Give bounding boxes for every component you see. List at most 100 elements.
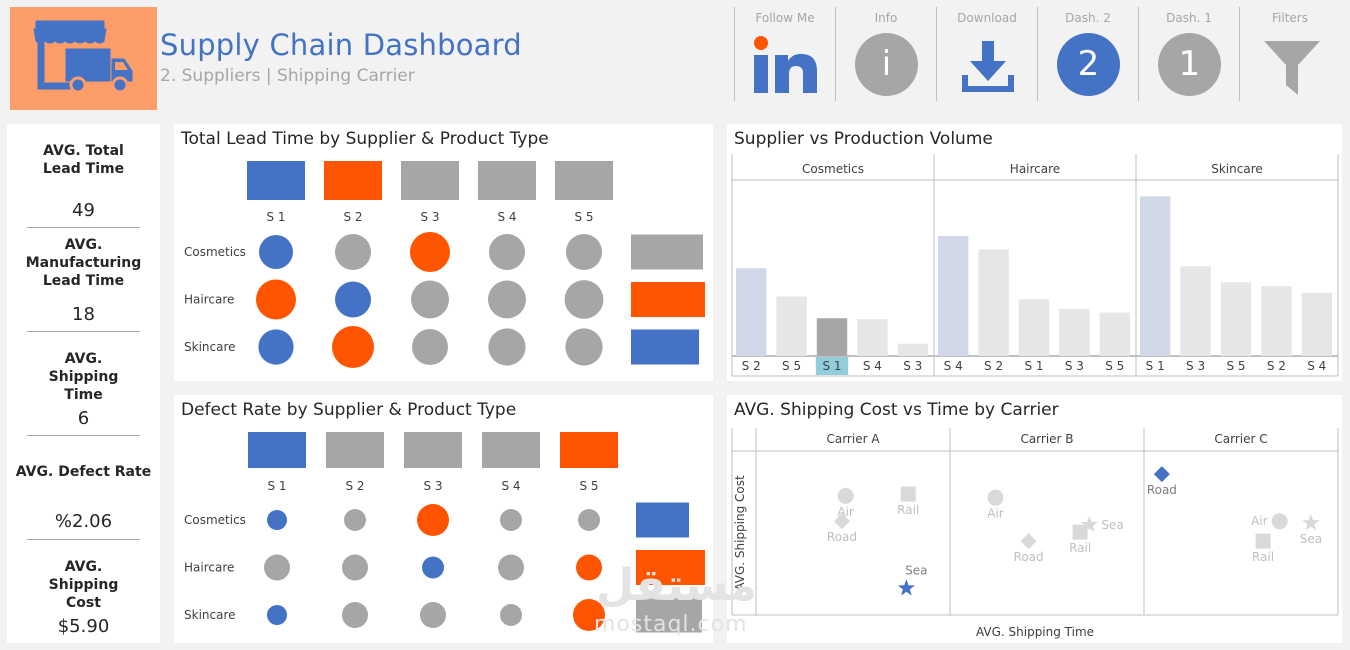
panel-header-label: Carrier B	[1020, 432, 1073, 446]
point-rail	[1255, 533, 1271, 549]
matrix-dot	[342, 554, 368, 581]
x-tick-label: S 4	[1307, 359, 1326, 373]
matrix-dot	[564, 280, 604, 319]
logo	[10, 7, 157, 110]
x-tick-label: S 1	[822, 359, 841, 373]
x-tick-label: S 2	[1267, 359, 1286, 373]
product-label: Skincare	[184, 340, 236, 354]
y-axis-label: AVG. Shipping Cost	[733, 475, 747, 591]
nav-dash-1[interactable]: Dash. 1 1	[1138, 7, 1239, 101]
matrix-dot	[500, 604, 522, 626]
kpi-value: %2.06	[54, 511, 113, 532]
x-tick-label: S 5	[1226, 359, 1245, 373]
supplier-bar-s3	[401, 161, 459, 200]
nav-label: Dash. 2	[1065, 11, 1111, 25]
matrix-dot	[573, 599, 605, 631]
matrix-dot	[335, 234, 371, 270]
panel-header-label: Haircare	[1010, 162, 1060, 176]
x-tick-label: S 5	[1105, 359, 1124, 373]
point-label: Air	[1251, 514, 1268, 528]
supplier-label: S 5	[574, 210, 593, 224]
matrix-dot	[410, 232, 450, 272]
linkedin-icon	[754, 36, 817, 93]
matrix-dot	[342, 602, 368, 628]
point-label: Air	[987, 507, 1004, 521]
matrix-dot	[264, 554, 290, 581]
x-tick-label: S 3	[1065, 359, 1084, 373]
x-tick-label: S 5	[782, 359, 801, 373]
matrix-dot	[267, 510, 287, 530]
matrix-dot	[488, 328, 526, 366]
download-icon	[962, 41, 1014, 92]
matrix-dot	[500, 509, 522, 531]
point-label: Sea	[1300, 532, 1322, 546]
point-sea	[1302, 514, 1320, 531]
bar	[1261, 286, 1292, 356]
filter-icon	[1264, 41, 1320, 95]
bar	[1059, 308, 1090, 356]
matrix-dot	[489, 234, 525, 270]
nav-download[interactable]: Download	[936, 7, 1037, 101]
bar	[897, 343, 928, 356]
x-tick-label: S 4	[863, 359, 882, 373]
point-rail	[1072, 524, 1088, 540]
shipping-cost-title: AVG. Shipping Cost vs Time by Carrier	[734, 400, 1059, 420]
point-label: Road	[827, 530, 857, 544]
bar	[1220, 282, 1252, 356]
matrix-dot	[565, 328, 603, 366]
nav-dash-2[interactable]: Dash. 2 2	[1037, 7, 1138, 101]
kpi-shipping-cost: AVG. Shipping Cost $5.90	[7, 558, 160, 637]
nav-label: Info	[874, 11, 898, 25]
bar	[1140, 196, 1171, 356]
point-label: Road	[1014, 550, 1044, 564]
matrix-dot	[332, 326, 374, 368]
supplier-label: S 1	[267, 479, 286, 493]
bar	[816, 318, 848, 356]
bar	[1018, 299, 1050, 356]
x-tick-label: S 2	[984, 359, 1003, 373]
matrix-dot	[335, 281, 371, 318]
bar	[736, 268, 767, 356]
product-bar-skincare	[636, 597, 702, 633]
point-road	[1153, 466, 1170, 483]
matrix-dot	[488, 280, 526, 319]
nav-info[interactable]: Info i	[835, 7, 936, 101]
watermark-arabic: مستقل	[596, 560, 757, 611]
point-label: Rail	[1252, 550, 1274, 564]
lead-time-title: Total Lead Time by Supplier & Product Ty…	[181, 129, 549, 149]
kpi-shipping-time: AVG. Shipping Time 6	[7, 350, 160, 429]
shipping-cost-panel: AVG. Shipping Cost vs Time by Carrier AV…	[727, 395, 1342, 643]
panel-header-label: Cosmetics	[802, 162, 864, 176]
shipping-cost-chart: AVG. Shipping Cost AVG. Shipping Time Carr…	[731, 428, 1339, 639]
kpi-label: AVG. Manufacturing Lead Time	[25, 237, 142, 289]
x-axis-label: AVG. Shipping Time	[976, 625, 1094, 639]
kpi-manufacturing-lead-time: AVG. Manufacturing Lead Time 18	[7, 236, 160, 325]
x-tick-label: S 1	[1146, 359, 1165, 373]
point-label: Road	[1147, 483, 1177, 497]
production-volume-panel: Supplier vs Production Volume Cosmetics S…	[727, 124, 1342, 381]
defect-rate-title: Defect Rate by Supplier & Product Type	[181, 400, 517, 420]
nav-filters[interactable]: Filters	[1239, 7, 1340, 101]
product-bar-cosmetics	[631, 234, 703, 270]
matrix-dot	[256, 279, 296, 320]
panel-header-label: Carrier A	[826, 432, 880, 446]
supplier-bar-s5	[560, 432, 618, 468]
production-volume-title: Supplier vs Production Volume	[734, 129, 993, 149]
supplier-bar-s5	[555, 161, 613, 200]
matrix-dot	[267, 605, 287, 625]
matrix-dot	[417, 504, 449, 536]
point-label: Sea	[905, 563, 927, 577]
kpi-divider	[27, 435, 140, 436]
page-subtitle: 2. Suppliers | Shipping Carrier	[160, 66, 415, 86]
kpi-label: AVG. Shipping Cost	[48, 559, 119, 611]
panel-header-label: Carrier C	[1214, 432, 1267, 446]
matrix-dot	[420, 602, 446, 628]
supplier-label: S 1	[266, 210, 285, 224]
nav-follow-me[interactable]: Follow Me	[734, 7, 835, 101]
supplier-bar-s4	[478, 161, 536, 200]
supplier-label: S 5	[579, 479, 598, 493]
bar	[1099, 312, 1130, 356]
kpi-label: AVG. Defect Rate	[15, 464, 152, 480]
product-bar-skincare	[631, 329, 699, 365]
matrix-dot	[411, 280, 449, 319]
